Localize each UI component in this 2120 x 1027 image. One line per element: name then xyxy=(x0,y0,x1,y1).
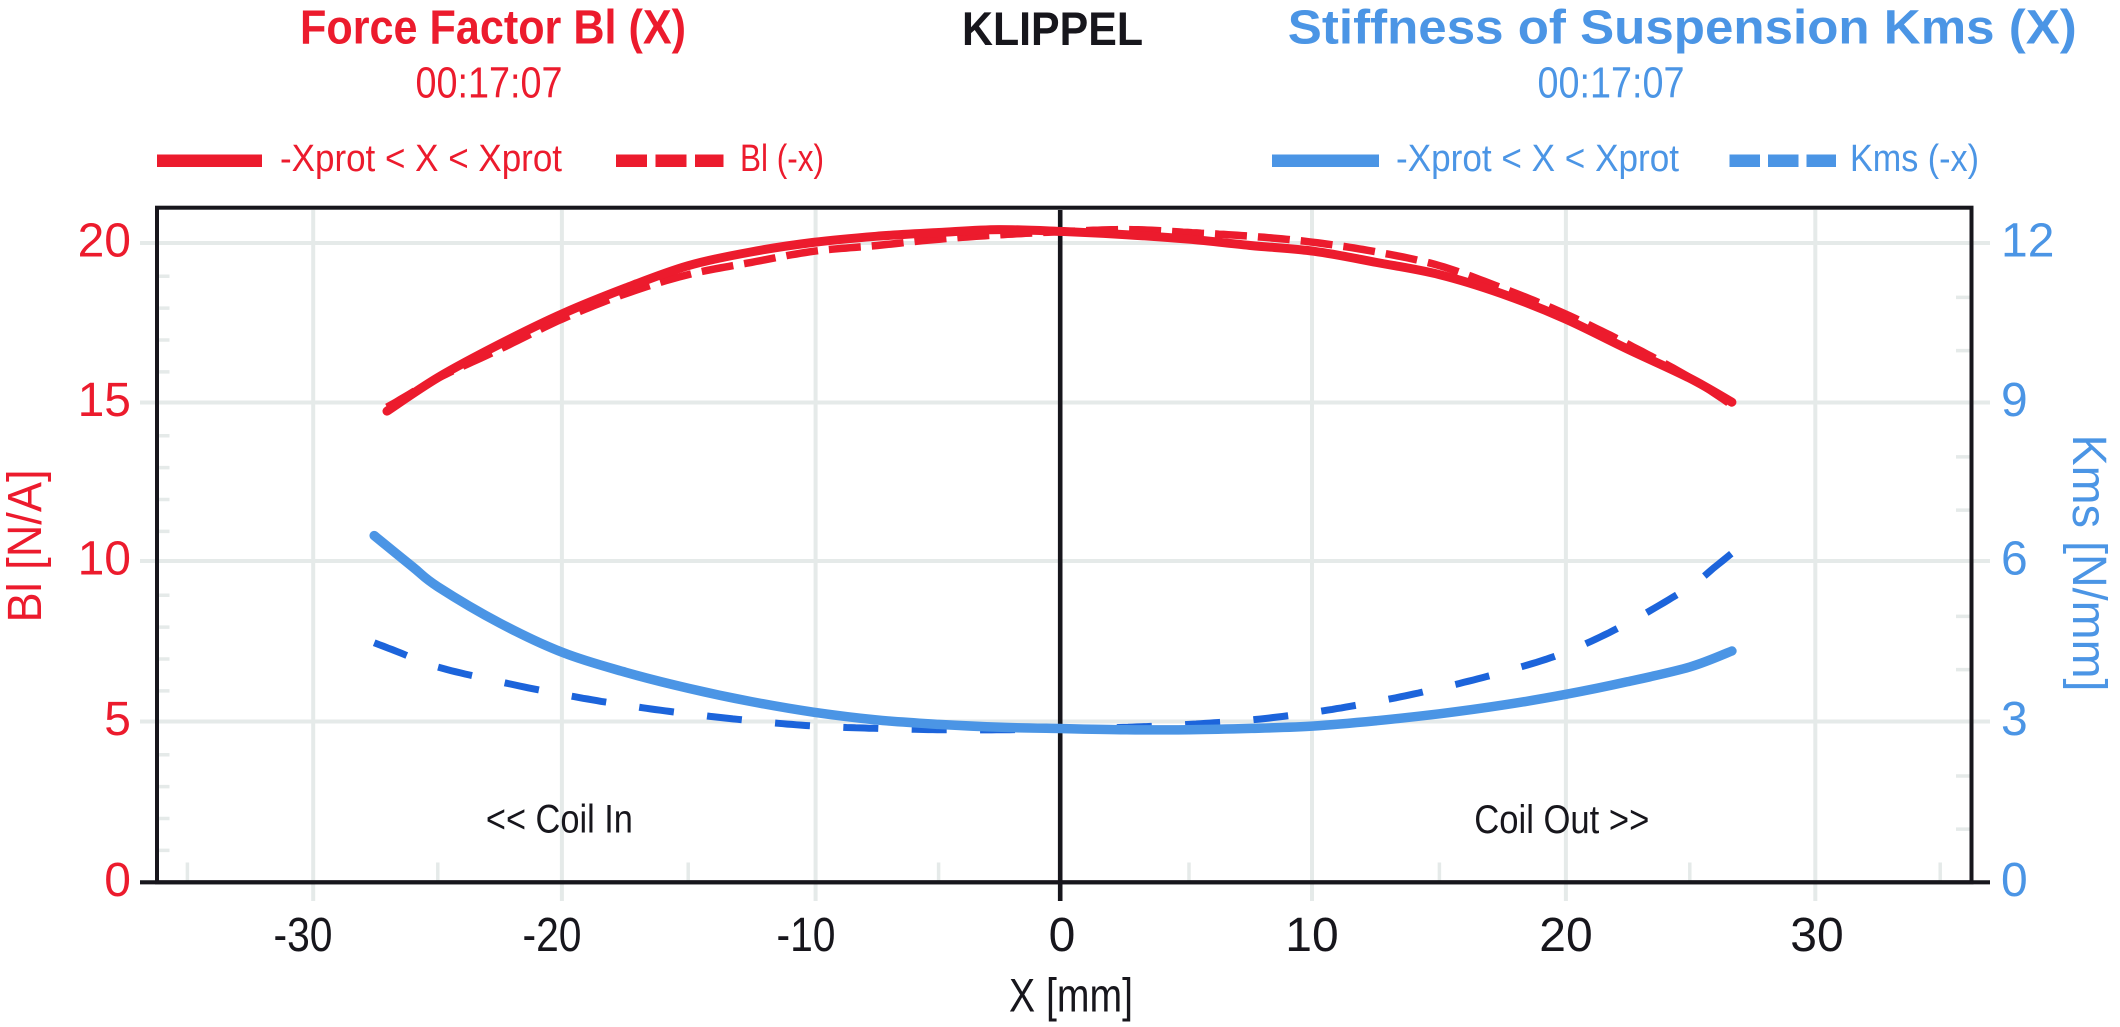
svg-text:6: 6 xyxy=(2001,533,2028,586)
svg-text:20: 20 xyxy=(1539,909,1592,962)
svg-text:-Xprot < X < Xprot: -Xprot < X < Xprot xyxy=(1396,138,1679,180)
svg-text:5: 5 xyxy=(104,693,131,746)
svg-text:-20: -20 xyxy=(523,909,582,962)
svg-text:3: 3 xyxy=(2001,693,2028,746)
svg-text:0: 0 xyxy=(104,854,131,907)
svg-text:-30: -30 xyxy=(274,909,333,962)
svg-text:20: 20 xyxy=(78,215,131,268)
svg-text:10: 10 xyxy=(78,533,131,586)
svg-text:0: 0 xyxy=(1049,909,1076,962)
svg-text:Coil Out >>: Coil Out >> xyxy=(1474,798,1649,842)
svg-text:15: 15 xyxy=(78,374,131,427)
svg-text:<< Coil In: << Coil In xyxy=(486,798,633,842)
svg-text:30: 30 xyxy=(1790,909,1843,962)
svg-text:00:17:07: 00:17:07 xyxy=(1538,59,1685,108)
svg-text:-Xprot < X < Xprot: -Xprot < X < Xprot xyxy=(280,138,562,180)
svg-text:Kms [N/mm]: Kms [N/mm] xyxy=(2062,435,2115,692)
svg-text:KLIPPEL: KLIPPEL xyxy=(962,2,1143,55)
svg-text:Stiffness of Suspension Kms (X: Stiffness of Suspension Kms (X) xyxy=(1288,2,2077,55)
svg-text:Kms (-x): Kms (-x) xyxy=(1850,138,1979,180)
svg-text:Bl [N/A]: Bl [N/A] xyxy=(0,470,52,623)
svg-text:0: 0 xyxy=(2001,854,2028,907)
svg-text:12: 12 xyxy=(2001,215,2054,268)
svg-text:10: 10 xyxy=(1285,909,1338,962)
svg-text:X [mm]: X [mm] xyxy=(1009,969,1133,1022)
svg-text:-10: -10 xyxy=(777,909,836,962)
svg-text:00:17:07: 00:17:07 xyxy=(416,59,563,108)
svg-text:9: 9 xyxy=(2001,374,2028,427)
svg-text:Bl (-x): Bl (-x) xyxy=(740,138,824,180)
svg-text:Force Factor Bl (X): Force Factor Bl (X) xyxy=(300,2,686,55)
